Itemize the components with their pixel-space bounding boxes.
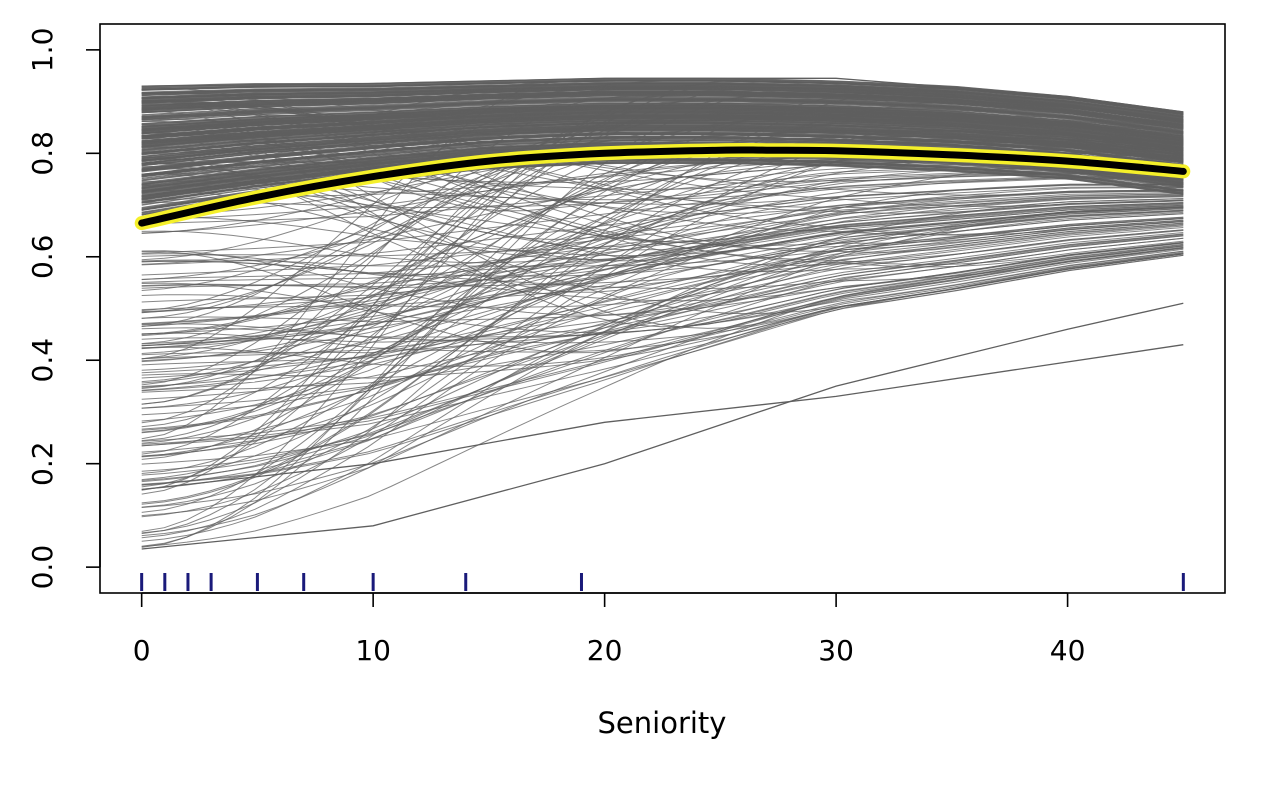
ice-curve: [141, 216, 1184, 483]
ice-curve: [141, 193, 1184, 362]
ice-curve: [141, 230, 1184, 289]
x-tick-label: 10: [355, 634, 391, 667]
y-tick-label: 0.6: [26, 235, 59, 280]
ice-curve: [141, 245, 1184, 442]
ice-curve: [141, 194, 1184, 350]
ice-curve: [141, 136, 1184, 513]
ice-curve: [141, 167, 1184, 363]
ice-curve: [141, 98, 1184, 405]
ice-curve: [141, 178, 1184, 354]
ice-curve: [141, 253, 1184, 485]
ice-curve: [141, 87, 1184, 143]
ice-curve: [141, 112, 1184, 147]
ice-curve: [141, 103, 1184, 196]
ice-curve: [141, 126, 1184, 161]
ice-curve: [141, 129, 1184, 384]
ice-curve: [141, 198, 1184, 264]
ice-curve: [141, 92, 1184, 547]
ice-curve-series: [141, 77, 1184, 113]
y-axis: 0.0 0.2 0.4 0.6 0.8 1.0: [26, 28, 101, 590]
ice-curve: [141, 106, 1184, 141]
x-tick-label: 0: [133, 634, 151, 667]
ice-curve: [141, 217, 1184, 379]
x-tick-label: 30: [818, 634, 854, 667]
ice-curve: [141, 186, 1184, 481]
ice-curve: [141, 210, 1184, 388]
y-tick-label: 0.4: [26, 338, 59, 383]
ice-curve: [141, 177, 1184, 313]
ice-curve-series: [141, 302, 1184, 550]
ice-curve: [141, 204, 1184, 288]
ice-curve: [141, 91, 1184, 120]
ice-curve: [141, 243, 1184, 393]
y-tick-label: 0.8: [26, 131, 59, 176]
ice-curve: [141, 93, 1184, 532]
ice-curve: [141, 146, 1184, 347]
rug-marks: [140, 573, 1185, 591]
ice-curve: [141, 196, 1184, 371]
ice-curve: [141, 114, 1184, 155]
ice-curve: [141, 184, 1184, 266]
ice-curve: [141, 165, 1184, 447]
ice-curve: [141, 130, 1184, 386]
ice-curve: [141, 221, 1184, 431]
ice-curve: [141, 158, 1184, 190]
ice-curve: [141, 223, 1184, 542]
ice-curve: [141, 100, 1184, 266]
x-axis-title: Seniority: [598, 706, 727, 740]
ice-curve: [141, 114, 1184, 138]
ice-curve: [141, 133, 1184, 495]
x-tick-label: 40: [1050, 634, 1086, 667]
x-axis: 0 10 20 30 40: [133, 592, 1086, 667]
y-tick-label: 0.2: [26, 441, 59, 486]
ice-curve: [141, 227, 1184, 453]
pdp-line-group: [134, 142, 1191, 231]
ice-curve: [141, 172, 1184, 209]
ice-curve: [141, 91, 1184, 236]
ice-curve: [141, 94, 1184, 314]
ice-curve: [141, 192, 1184, 391]
ice-curve: [141, 242, 1184, 302]
ice-curve: [141, 116, 1184, 491]
ice-curve: [141, 100, 1184, 455]
ice-curve: [141, 140, 1184, 505]
ice-curve: [141, 248, 1184, 354]
ice-curve: [141, 186, 1184, 325]
ice-curve: [141, 242, 1184, 323]
ice-curve: [141, 232, 1184, 316]
ice-curve: [141, 136, 1184, 176]
ice-curve: [141, 102, 1184, 360]
ice-curve: [141, 100, 1184, 212]
y-tick-label: 1.0: [26, 28, 59, 73]
ice-curve: [141, 203, 1184, 283]
ice-curve: [141, 210, 1184, 347]
ice-curve: [141, 208, 1184, 387]
ice-curve: [141, 213, 1184, 277]
pdp-line: [138, 146, 1187, 227]
ice-curve: [141, 175, 1184, 254]
ice-curve: [141, 183, 1184, 458]
x-tick-label: 20: [587, 634, 623, 667]
ice-curve: [141, 98, 1184, 133]
ice-curve: [141, 85, 1184, 120]
ice-curve-series: [141, 344, 1184, 491]
ice-curve: [141, 108, 1184, 143]
ice-curve: [141, 83, 1184, 130]
y-tick-label: 0.0: [26, 545, 59, 590]
ice-curve: [141, 125, 1184, 291]
ice-curve: [141, 107, 1184, 234]
ice-curve: [141, 222, 1184, 311]
ice-curve: [141, 199, 1184, 313]
ice-curve: [141, 119, 1184, 337]
ice-curve: [141, 206, 1184, 457]
ice-curve: [141, 208, 1184, 257]
